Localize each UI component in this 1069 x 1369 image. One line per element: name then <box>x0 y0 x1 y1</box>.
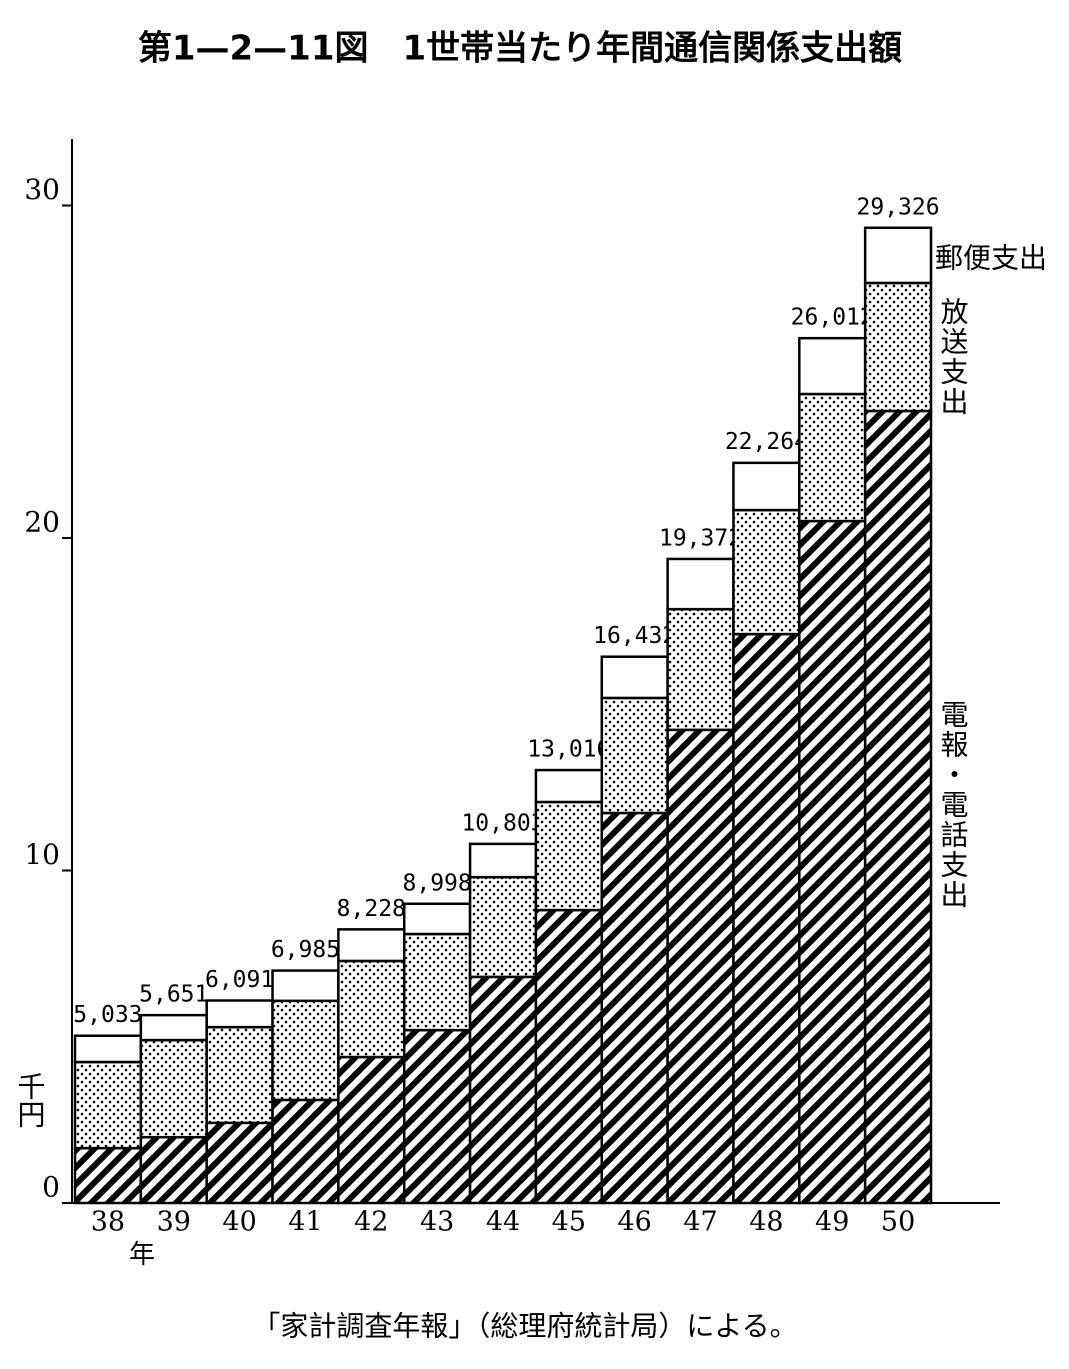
x-tick-label: 43 <box>420 1207 454 1238</box>
total-label: 8,998 <box>403 870 472 896</box>
x-tick-label: 41 <box>288 1207 322 1238</box>
bar-segment <box>402 902 472 936</box>
chart-title: 第1—2—11図 1世帯当たり年間通信関係支出額 <box>138 29 902 69</box>
bar-segment <box>863 226 933 285</box>
x-axis-label: 年 <box>129 1240 155 1270</box>
source-note: 「家計調査年報」（総理府統計局）による。 <box>252 1310 797 1343</box>
total-label: 26,012 <box>791 305 874 331</box>
x-tick-label: 38 <box>91 1207 125 1238</box>
bar-segment <box>732 508 801 636</box>
total-label: 6,985 <box>271 937 340 963</box>
bar-segment <box>73 1034 143 1064</box>
bar-segment <box>732 632 801 1205</box>
bar-segment <box>600 655 669 700</box>
y-axis-label: 千円 <box>14 1072 47 1128</box>
bar-segment <box>798 392 867 523</box>
total-label: 8,228 <box>337 896 406 922</box>
bar-segment <box>534 800 604 912</box>
bar-segment <box>402 1028 472 1205</box>
bar-segment <box>666 607 735 732</box>
bar-segment <box>798 336 867 396</box>
bar-segment <box>337 959 406 1059</box>
y-tick-label: 0 <box>42 1171 60 1204</box>
bar-segment <box>271 999 340 1102</box>
x-tick-label: 48 <box>749 1207 783 1238</box>
bar-segment <box>534 768 604 804</box>
bar-segment <box>73 1060 143 1150</box>
x-tick-label: 47 <box>683 1207 717 1238</box>
total-label: 29,326 <box>857 194 940 220</box>
bar-segment <box>534 908 604 1205</box>
x-tick-label: 44 <box>486 1207 520 1238</box>
bar-segment <box>205 1025 274 1125</box>
bar-segment <box>139 1013 208 1042</box>
bar-segment <box>600 811 669 1205</box>
y-tick-label: 20 <box>24 506 60 539</box>
bar-segment <box>863 281 933 413</box>
y-tick-label: 10 <box>24 838 60 871</box>
bar-segment <box>139 1135 208 1205</box>
bar-segment <box>271 1098 340 1205</box>
bar-segment <box>666 557 735 611</box>
x-tick-label: 42 <box>354 1207 388 1238</box>
total-label: 10,803 <box>461 810 544 836</box>
total-label: 16,432 <box>593 623 676 649</box>
bar-segment <box>205 1121 274 1205</box>
total-label: 13,016 <box>527 737 610 763</box>
total-label: 5,033 <box>73 1002 142 1028</box>
x-tick-label: 39 <box>157 1207 191 1238</box>
bar-segment <box>798 519 867 1205</box>
y-tick-label: 30 <box>24 173 60 206</box>
bar-segment <box>271 969 340 1003</box>
bar-segment <box>732 461 801 512</box>
bar-segment <box>863 409 933 1205</box>
total-label: 5,651 <box>139 982 208 1008</box>
x-tick-label: 49 <box>815 1207 849 1238</box>
bar-segment <box>402 932 472 1032</box>
bar-segment <box>468 875 538 979</box>
total-label: 22,264 <box>725 429 808 455</box>
legend-label: 電報・電話支出 <box>937 700 970 910</box>
x-tick-label: 50 <box>881 1207 915 1238</box>
bar-segment <box>600 696 669 815</box>
total-label: 19,372 <box>659 525 742 551</box>
legend-label: 郵便支出 <box>935 241 1047 274</box>
bar-segment <box>666 728 735 1205</box>
legend-label: 放送支出 <box>937 297 970 417</box>
bar-segment <box>337 1055 406 1205</box>
x-tick-label: 45 <box>552 1207 586 1238</box>
bar-segment <box>337 928 406 963</box>
bar-segment <box>468 975 538 1205</box>
bar-segment <box>73 1146 143 1205</box>
x-tick-label: 46 <box>618 1207 652 1238</box>
bar-segment <box>468 842 538 879</box>
bar-segment <box>139 1038 208 1139</box>
bar-segment <box>205 999 274 1029</box>
total-label: 6,091 <box>205 967 274 993</box>
x-tick-label: 40 <box>222 1207 256 1238</box>
